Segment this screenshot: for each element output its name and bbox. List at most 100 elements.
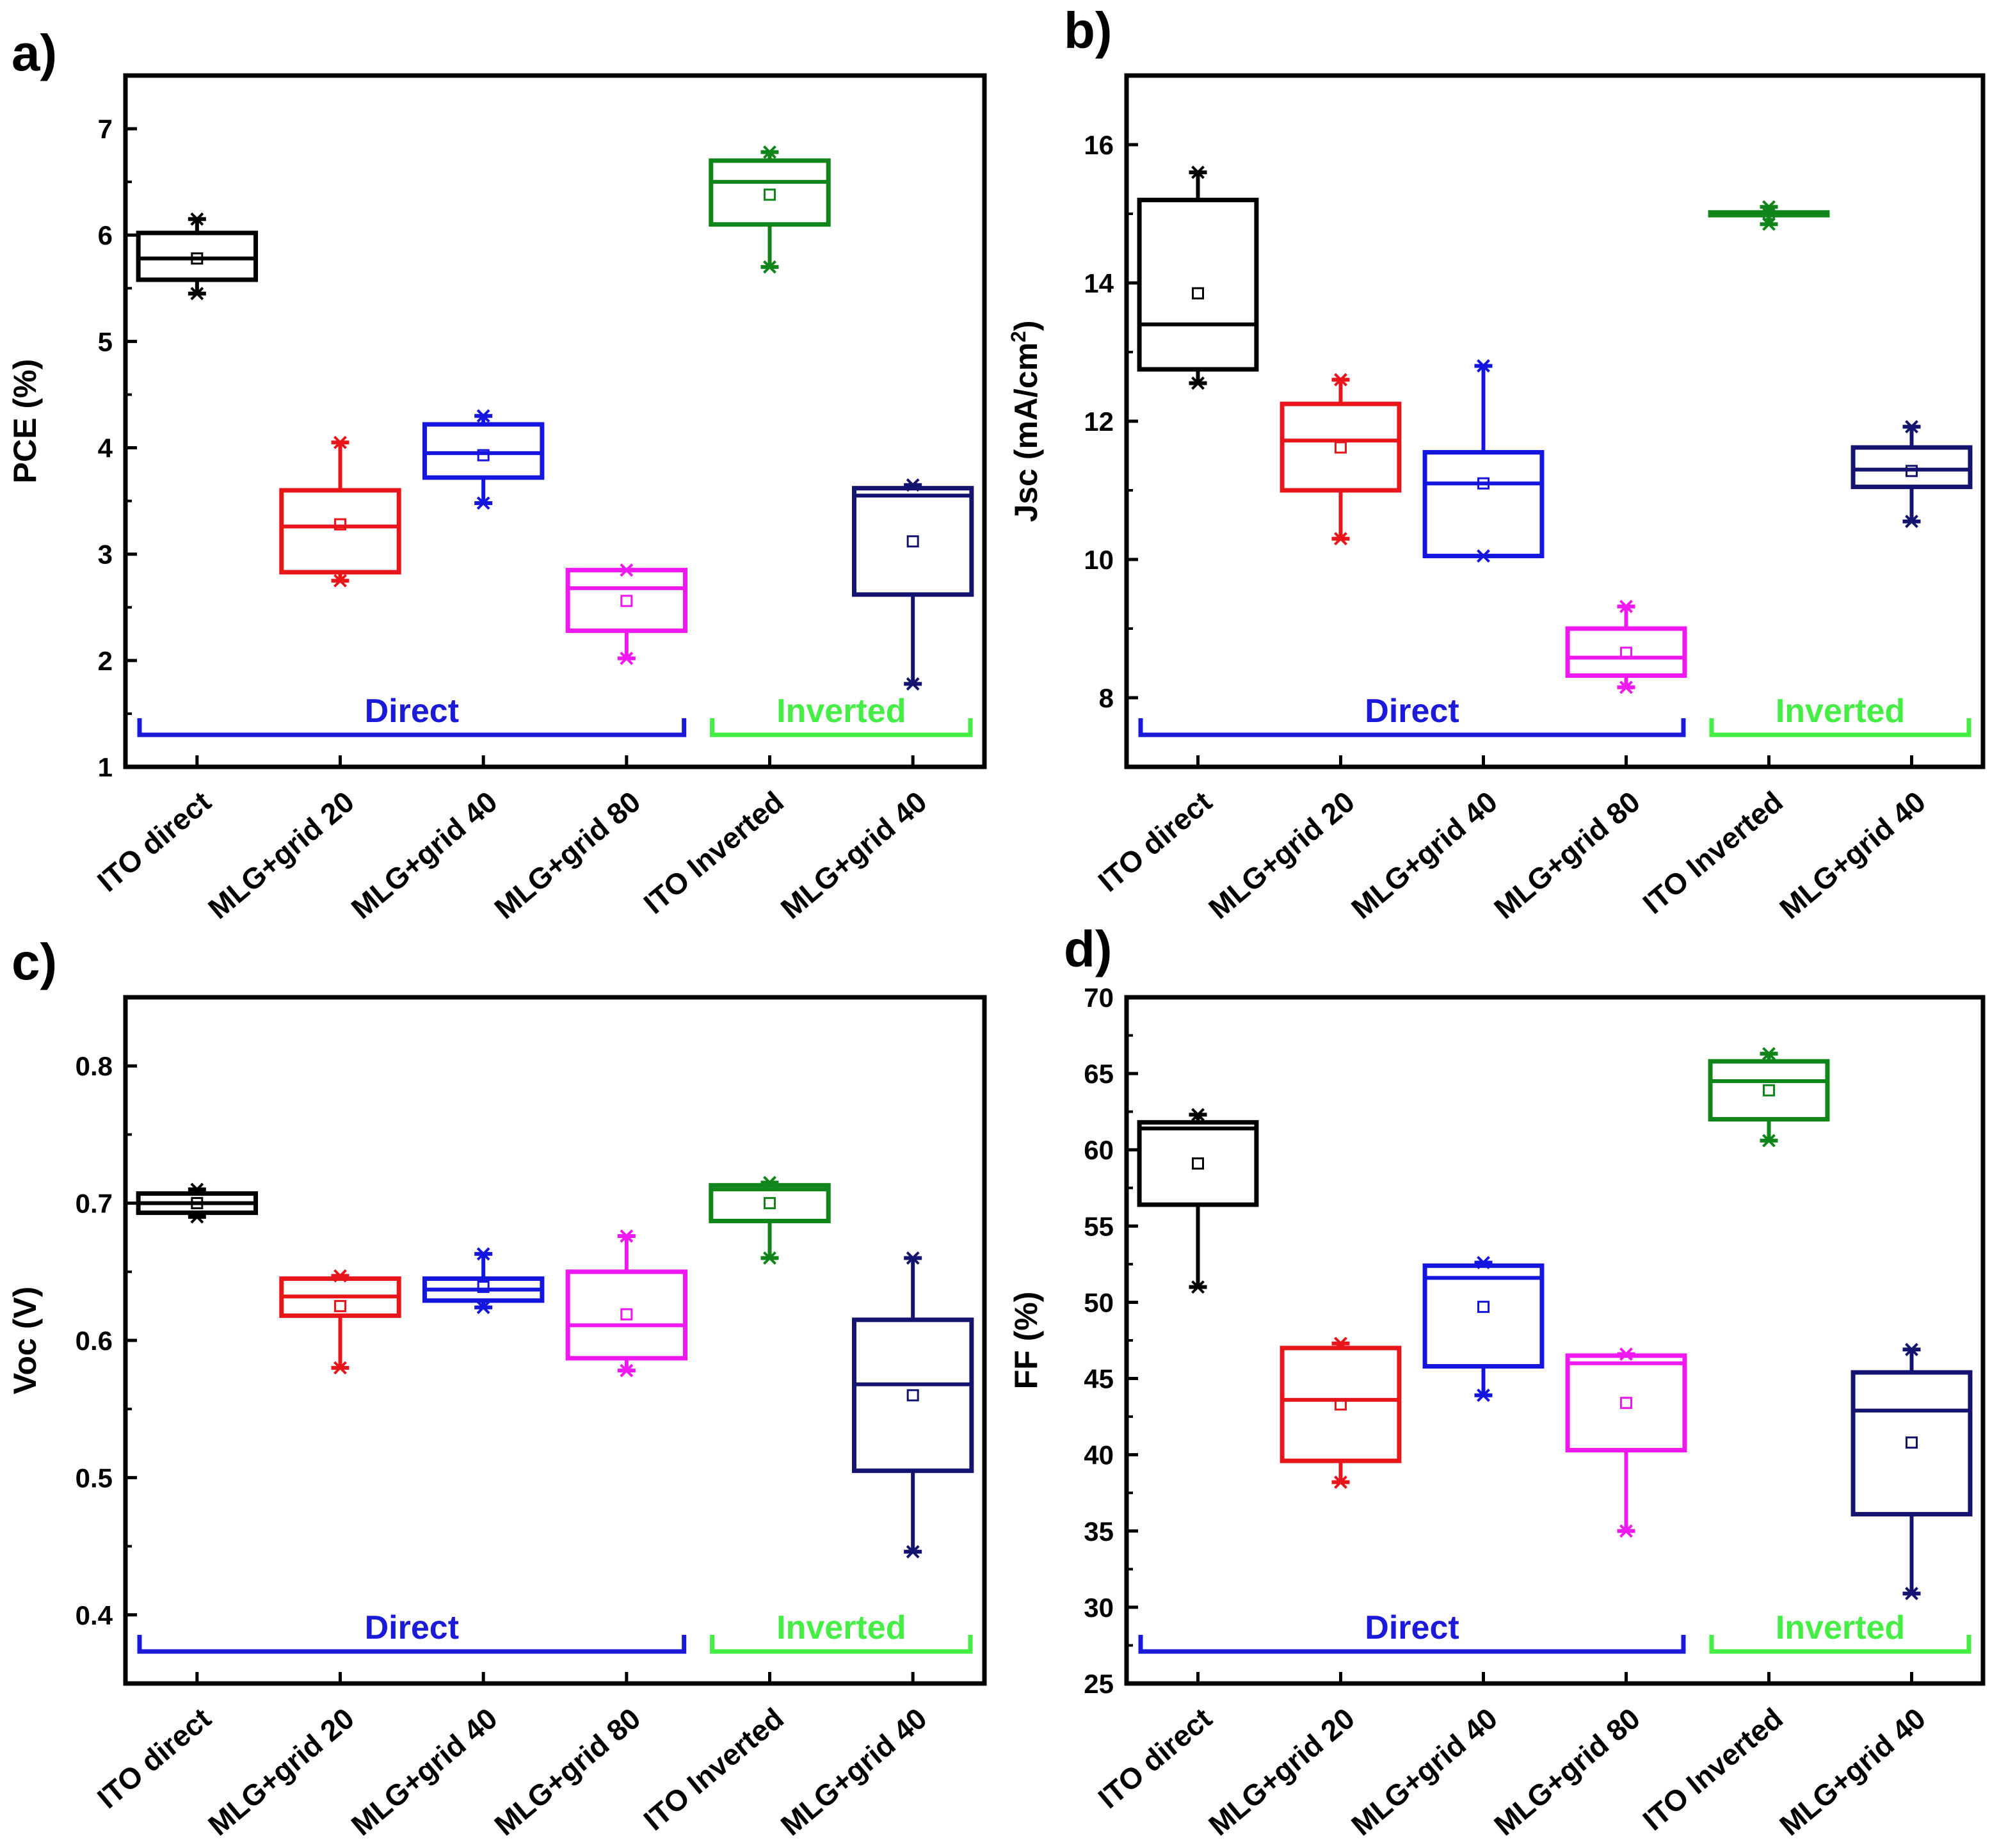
min-marker: [1619, 1524, 1633, 1538]
mean-marker: [1477, 1301, 1489, 1314]
box-5: [709, 145, 831, 274]
category-label: MLG+grid 80: [1488, 785, 1646, 926]
group-label: Inverted: [1776, 693, 1905, 730]
y-tick-label: 35: [1084, 1516, 1114, 1547]
min-marker: [1762, 1134, 1776, 1148]
y-tick-label: 2: [98, 646, 113, 676]
ylabel-part: Jsc (mA/cm: [1008, 342, 1044, 522]
category-label: MLG+grid 20: [1202, 1701, 1361, 1842]
box-iqr: [851, 486, 974, 597]
group-bracket: [710, 718, 973, 737]
y-tick-label: 8: [1099, 683, 1114, 713]
mean-marker: [191, 1197, 204, 1210]
box-2: [279, 1269, 401, 1375]
box-6: [851, 1251, 974, 1559]
y-tick-label: 60: [1084, 1135, 1114, 1165]
mean-marker: [764, 188, 776, 201]
ylabel-part: Voc (V): [7, 1287, 43, 1395]
box-iqr: [1137, 197, 1259, 372]
box-2: [1280, 1337, 1402, 1489]
box-6: [1850, 420, 1973, 529]
box-iqr: [1280, 1346, 1402, 1463]
max-marker: [333, 435, 347, 449]
category-label: MLG+grid 80: [488, 1701, 646, 1842]
category-label: MLG+grid 20: [202, 785, 360, 926]
box-1: [136, 212, 259, 301]
min-marker: [190, 1210, 204, 1224]
min-marker: [620, 1363, 634, 1378]
box-4: [565, 563, 688, 665]
min-marker: [1191, 376, 1205, 390]
min-marker: [763, 260, 776, 274]
mean-marker: [1335, 441, 1347, 454]
box-5: [1708, 200, 1830, 231]
y-tick-label: 25: [1084, 1669, 1114, 1699]
y-axis-label: PCE (%): [7, 359, 43, 483]
y-tick-label: 10: [1084, 545, 1114, 575]
box-1: [1137, 165, 1259, 390]
min-marker: [1905, 515, 1918, 529]
y-tick-label: 65: [1084, 1059, 1114, 1089]
y-axis-label: Jsc (mA/cm2): [1007, 320, 1044, 522]
box-iqr: [1850, 1370, 1973, 1517]
min-marker: [1619, 680, 1633, 695]
min-marker: [190, 287, 204, 301]
mean-marker: [620, 1308, 633, 1321]
max-marker: [190, 1182, 204, 1196]
y-tick-label: 0.6: [76, 1326, 113, 1356]
min-marker: [1334, 532, 1347, 546]
min-marker: [906, 1545, 920, 1559]
min-marker: [1905, 1587, 1918, 1600]
category-label: MLG+grid 20: [1202, 785, 1361, 926]
mean-marker: [1906, 1436, 1918, 1449]
min-marker: [333, 1361, 347, 1375]
group-label: Inverted: [776, 693, 906, 730]
max-marker: [476, 409, 490, 423]
max-marker: [1477, 1256, 1490, 1269]
box-2: [279, 435, 401, 588]
mean-marker: [191, 252, 204, 265]
box-3: [422, 409, 545, 510]
max-marker: [1619, 1347, 1633, 1361]
y-axis-label: FF (%): [1008, 1292, 1044, 1390]
y-tick-label: 0.8: [76, 1051, 113, 1081]
box-iqr: [1280, 401, 1402, 493]
category-label: MLG+grid 40: [345, 1701, 504, 1842]
box-iqr: [851, 1317, 974, 1474]
ylabel-part: PCE (%): [7, 359, 43, 483]
mean-marker: [1906, 465, 1918, 478]
box-6: [1850, 1342, 1973, 1600]
mean-marker: [1620, 647, 1632, 659]
group-label: Direct: [365, 1609, 459, 1646]
max-marker: [763, 1176, 776, 1189]
category-label: MLG+grid 20: [202, 1701, 360, 1842]
mean-marker: [906, 535, 919, 548]
max-marker: [1762, 200, 1776, 214]
panel-label: a): [12, 24, 57, 81]
mean-marker: [1192, 1157, 1204, 1170]
max-marker: [763, 145, 776, 159]
min-marker: [1477, 549, 1490, 563]
max-marker: [1334, 1337, 1347, 1351]
max-marker: [906, 1251, 920, 1265]
y-tick-label: 6: [98, 220, 113, 250]
mean-marker: [620, 595, 633, 607]
min-marker: [906, 677, 920, 691]
box-1: [1137, 1108, 1259, 1294]
box-iqr: [1708, 1059, 1830, 1122]
max-marker: [1762, 1047, 1776, 1061]
min-marker: [476, 1301, 490, 1314]
y-tick-label: 12: [1084, 406, 1114, 437]
y-tick-label: 16: [1084, 130, 1114, 160]
category-label: MLG+grid 80: [488, 785, 646, 926]
box-iqr: [136, 230, 259, 282]
mean-marker: [334, 518, 346, 531]
box-5: [709, 1176, 831, 1265]
box-iqr: [709, 158, 831, 227]
box-3: [1422, 359, 1545, 563]
category-label: MLG+grid 40: [775, 1701, 933, 1842]
